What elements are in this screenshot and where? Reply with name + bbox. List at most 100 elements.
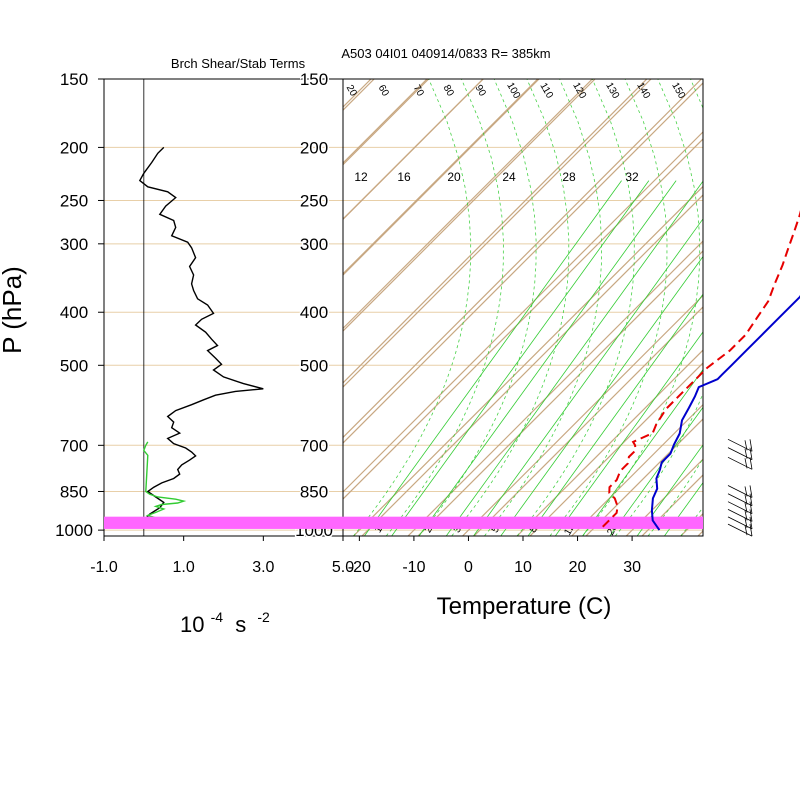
isotherm: [343, 131, 703, 493]
left-panel-title: Brch Shear/Stab Terms: [171, 56, 306, 71]
moist-adiabat: [484, 79, 603, 536]
mixing-ratio-label-top: 16: [397, 170, 411, 184]
skew-x-tick-label: -20: [348, 559, 371, 576]
dry-adiabat: [343, 79, 484, 220]
wind-barb-flag: [744, 517, 748, 528]
mixing-ratio-line: [636, 444, 703, 536]
left-y-tick-label: 150: [60, 70, 88, 89]
dry-adiabat: [417, 250, 703, 536]
mixing-ratio-label-top: 32: [625, 170, 639, 184]
moist-adiabat: [549, 79, 668, 536]
mixing-ratio-line: [473, 218, 703, 536]
isotherm: [353, 185, 703, 536]
isotherm: [343, 79, 702, 439]
adiabat-label: 90: [473, 83, 488, 99]
mixing-ratio-line: [609, 406, 703, 536]
dry-adiabat: [585, 418, 703, 536]
wind-barb-flag: [744, 458, 748, 469]
skew-x-tick-label: 30: [623, 559, 641, 576]
wind-barb-flag: [744, 494, 748, 505]
wind-barb-flag: [749, 501, 753, 514]
moist-adiabat: [614, 79, 703, 536]
wind-barb-staff: [727, 509, 753, 522]
left-xlabel-unit-exponent: -2: [257, 609, 270, 625]
mixing-ratio-line: [527, 293, 703, 536]
isotherm: [343, 79, 539, 275]
wind-barb-flag: [744, 448, 748, 459]
moist-adiabat: [385, 79, 504, 536]
moist-adiabat: [451, 79, 570, 536]
dry-adiabat: [529, 362, 703, 536]
mixing-ratio-line: [554, 331, 703, 536]
boundary-layer-band: [104, 516, 703, 529]
skew-y-tick-label: 850: [300, 482, 328, 501]
temperature-profile: [650, 294, 800, 531]
mixing-ratio-label-bottom: 2: [423, 524, 436, 535]
wind-barb-flag: [749, 516, 753, 529]
left-x-tick-label: 1.0: [173, 559, 195, 576]
skew-y-tick-label: 200: [300, 138, 328, 157]
left-x-tick-label: 3.0: [252, 559, 274, 576]
skew-t-title: A503 04I01 040914/0833 R= 385km: [341, 46, 550, 61]
shear-term-line: [138, 146, 264, 528]
isotherm: [571, 403, 703, 536]
wind-barb-flag: [749, 439, 753, 452]
adiabat-label: 20: [344, 83, 359, 99]
skew-y-tick-label: 400: [300, 303, 328, 322]
skew-y-tick-label: 700: [300, 436, 328, 455]
skew-x-tick-label: 10: [514, 559, 532, 576]
wind-barb-flag: [749, 457, 753, 470]
wind-barb-flag: [744, 440, 748, 451]
dry-adiabat: [343, 138, 703, 500]
wind-barb-staff: [727, 456, 753, 470]
left-y-tick-label: 250: [60, 191, 88, 210]
skew-y-tick-label: 150: [300, 70, 328, 89]
dry-adiabat: [343, 79, 596, 332]
skew-x-tick-label: -10: [402, 559, 425, 576]
moist-adiabat: [516, 79, 635, 536]
isotherm: [625, 458, 703, 536]
wind-barb-flag: [744, 525, 748, 536]
isotherm: [407, 240, 703, 536]
adiabat-label: 70: [411, 83, 426, 99]
mixing-ratio-label-top: 24: [502, 170, 516, 184]
dry-adiabat: [747, 79, 800, 599]
left-x-tick-label: -1.0: [90, 559, 118, 576]
left-y-tick-label: 700: [60, 436, 88, 455]
dry-adiabat: [361, 194, 703, 536]
left-xlabel-unit: s: [235, 612, 246, 637]
dry-adiabat: [343, 79, 540, 276]
wind-barb-flag: [749, 447, 753, 460]
isotherm: [343, 79, 593, 330]
isotherm: [790, 79, 800, 536]
left-y-tick-label: 300: [60, 235, 88, 254]
mixing-ratio-line: [391, 180, 650, 536]
wind-barb-staff: [727, 516, 753, 530]
wind-barb-flag: [749, 509, 753, 522]
moist-adiabat: [353, 79, 472, 536]
wind-barb-staff: [727, 485, 753, 498]
adiabat-label: 80: [441, 83, 456, 99]
left-y-tick-label: 400: [60, 303, 88, 322]
wind-barb-staff: [727, 493, 753, 507]
left-panel-xlabel: 10 -4 s -2: [180, 602, 270, 637]
mixing-ratio-line: [445, 180, 703, 536]
adiabat-label: 130: [603, 81, 621, 101]
skew-y-tick-label: 500: [300, 356, 328, 375]
wind-barb-flag: [744, 486, 748, 497]
dewpoint-profile: [598, 210, 800, 531]
temperature-axis-label: Temperature (C): [437, 593, 612, 620]
isotherm: [343, 79, 648, 384]
adiabat-label: 150: [669, 81, 687, 101]
mixing-ratio-label-bottom: 8: [528, 524, 541, 535]
left-xlabel-exponent: -4: [211, 609, 224, 625]
dry-adiabat: [641, 474, 703, 536]
isotherm: [462, 294, 703, 536]
mixing-ratio-label-top: 12: [354, 170, 368, 184]
mixing-ratio-line: [664, 481, 703, 536]
skew-x-tick-label: 20: [569, 559, 587, 576]
isotherm: [343, 79, 430, 166]
adiabat-label: 110: [537, 81, 555, 101]
wind-barb-flag: [749, 524, 753, 537]
